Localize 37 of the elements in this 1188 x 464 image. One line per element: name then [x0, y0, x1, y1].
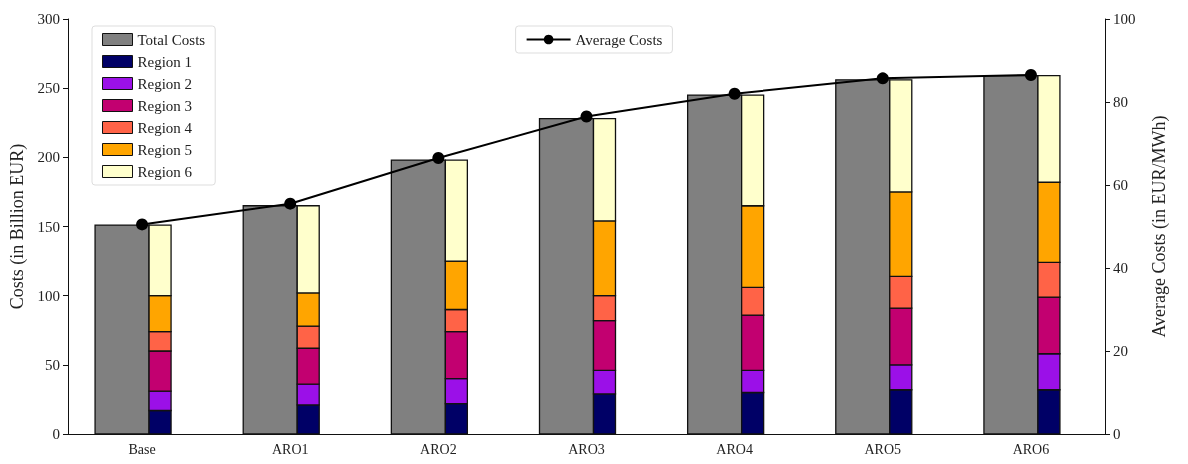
y2-tick-label: 80 [1113, 94, 1128, 110]
point [284, 197, 297, 210]
x-tick-label: ARO6 [1012, 441, 1050, 457]
legend-label: Average Costs [575, 31, 663, 48]
x-tick-label: ARO2 [420, 441, 457, 457]
point [432, 152, 445, 165]
y2-axis-title: Average Costs (in EUR/MWh) [1149, 115, 1170, 338]
legend-label: Region 1 [137, 53, 193, 70]
y2-tick-label: 60 [1113, 177, 1128, 193]
y-tick-label: 200 [37, 149, 60, 166]
y-tick-label: 100 [37, 287, 60, 304]
x-tick-label: ARO1 [271, 441, 309, 457]
y-axis-title: Costs (in Billion EUR) [7, 143, 28, 310]
x-tick-label: ARO3 [568, 441, 605, 457]
y-tick-label: 0 [52, 426, 60, 442]
y2-tick-label: 40 [1113, 260, 1128, 276]
point [728, 87, 741, 100]
y2-tick-label: 20 [1113, 343, 1128, 359]
y-tick-label: 300 [37, 11, 60, 27]
legend-label: Region 3 [137, 97, 193, 114]
point [580, 110, 593, 123]
y-tick-label: 250 [37, 80, 60, 97]
point [1024, 69, 1037, 82]
point [876, 72, 889, 85]
x-tick-label: Base [128, 441, 156, 457]
x-tick-label: ARO4 [716, 441, 753, 457]
legend-label: Region 2 [137, 75, 193, 92]
point [136, 218, 149, 231]
y2-tick-label: 0 [1113, 426, 1121, 442]
legend-label: Total Costs [137, 31, 206, 48]
legend-label: Region 6 [137, 163, 193, 180]
y2-tick-label: 100 [1113, 11, 1136, 27]
y-tick-label: 50 [45, 356, 60, 373]
y-tick-label: 150 [37, 218, 60, 235]
legend-label: Region 4 [137, 119, 193, 136]
legend-label: Region 5 [137, 141, 193, 158]
x-tick-label: ARO5 [864, 441, 902, 457]
